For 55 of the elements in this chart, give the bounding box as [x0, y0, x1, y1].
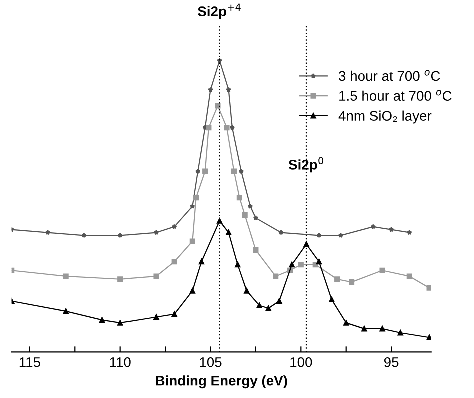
point: [99, 317, 106, 323]
legend-label: 3 hour at 700 $^{o}$C: [339, 70, 440, 82]
point: [190, 288, 196, 294]
point: [253, 247, 259, 254]
point: [63, 274, 69, 280]
point: [208, 87, 214, 92]
point: [195, 168, 201, 174]
point: [244, 288, 250, 294]
point: [154, 314, 160, 320]
point: [224, 125, 230, 131]
point: [276, 298, 282, 304]
point: [194, 195, 200, 201]
point: [230, 125, 236, 130]
x-tick-label: 105: [200, 357, 222, 368]
point: [226, 230, 232, 236]
point: [380, 268, 386, 274]
point: [118, 276, 124, 282]
point: [206, 125, 212, 131]
point: [226, 87, 232, 92]
point: [248, 204, 254, 209]
point: [236, 195, 242, 201]
x-tick-label: 100: [290, 357, 312, 368]
point: [370, 224, 376, 230]
point: [426, 285, 432, 291]
point: [242, 212, 248, 218]
legend-label: 1.5 hour at 700 $^{o}$C: [340, 90, 452, 102]
x-tick-label: 115: [20, 358, 40, 368]
legend-label: 4nm SiO₂ layer: [338, 110, 432, 124]
point: [316, 232, 322, 238]
point: [172, 224, 178, 230]
point: [334, 276, 340, 282]
ref-line-label: Si2p$^{0}$: [288, 157, 324, 173]
point: [202, 168, 208, 174]
point: [82, 232, 87, 238]
point: [256, 302, 262, 308]
x-axis-title: Binding Energy (eV): [156, 376, 288, 389]
point: [154, 274, 160, 280]
point: [406, 274, 412, 280]
ref-line-label: Si2p$^{+4}$: [198, 4, 241, 20]
point: [238, 168, 244, 174]
x-tick-label: 95: [384, 357, 399, 368]
point: [388, 227, 394, 232]
x-tick-label: 110: [110, 357, 131, 368]
point: [217, 218, 223, 224]
point: [231, 168, 238, 174]
point: [426, 334, 432, 340]
point: [118, 320, 124, 326]
point: [298, 262, 304, 268]
point: [190, 238, 196, 244]
point: [190, 204, 196, 209]
point: [172, 259, 178, 265]
point: [349, 280, 355, 286]
point: [215, 103, 221, 109]
point: [344, 320, 350, 326]
point: [273, 274, 279, 280]
